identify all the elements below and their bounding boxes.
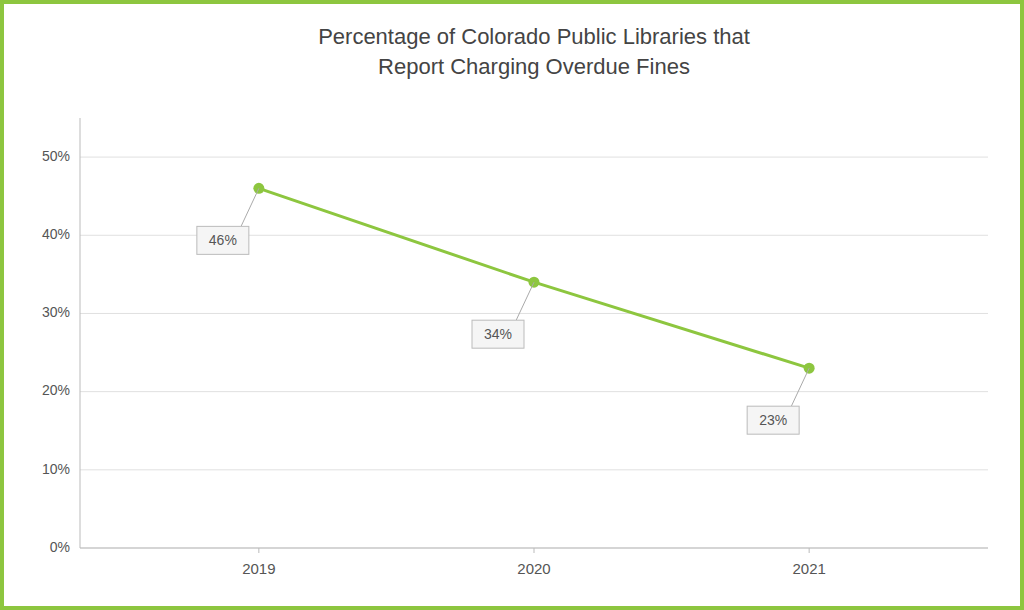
series-line	[259, 188, 809, 368]
y-tick-label: 30%	[42, 304, 70, 320]
grid-line	[80, 157, 988, 158]
title: Percentage of Colorado Public Libraries …	[318, 24, 750, 79]
label-box	[472, 320, 524, 348]
y-tick-label: 50%	[42, 148, 70, 164]
x-tick	[258, 548, 259, 553]
data-label: 23%	[759, 412, 787, 428]
x-tick-label: 2020	[517, 560, 550, 577]
title-line: Report Charging Overdue Fines	[378, 54, 690, 79]
grid-line	[80, 313, 988, 314]
label-connector	[241, 188, 259, 226]
label-connector	[791, 368, 809, 406]
x-tick	[534, 548, 535, 553]
border	[2, 2, 1022, 608]
title-line: Percentage of Colorado Public Libraries …	[318, 24, 750, 49]
data-labels: 46% 34% 23%	[197, 188, 809, 434]
grid-line	[80, 469, 988, 470]
y-tick-label: 20%	[42, 382, 70, 398]
grid-line	[80, 391, 988, 392]
data-label: 46%	[209, 232, 237, 248]
chart-container: Percentage of Colorado Public Libraries …	[0, 0, 1024, 610]
x-tick-label: 2019	[242, 560, 275, 577]
background	[0, 0, 1024, 610]
label-box	[197, 226, 249, 254]
y-axis-line	[80, 118, 81, 548]
label-connector	[516, 282, 534, 320]
y-tick-label: 40%	[42, 226, 70, 242]
y-tick-label: 10%	[42, 461, 70, 477]
plot-area	[253, 183, 814, 374]
data-label: 34%	[484, 326, 512, 342]
x-tick-label: 2021	[792, 560, 825, 577]
label-box	[747, 406, 799, 434]
y-grid	[80, 157, 988, 548]
chart-svg: Percentage of Colorado Public Libraries …	[0, 0, 1024, 610]
y-tick-label: 0%	[50, 539, 70, 555]
x-tick	[809, 548, 810, 553]
